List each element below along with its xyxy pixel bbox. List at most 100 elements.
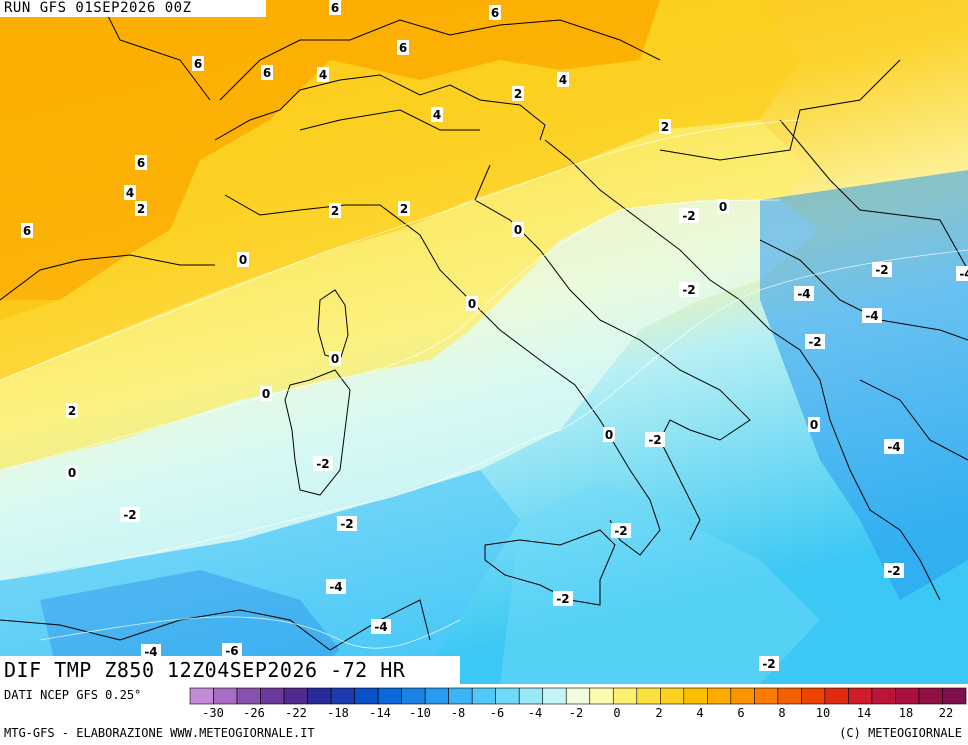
- isotherm-label: -2: [682, 209, 695, 223]
- isotherm-label-bg: [192, 56, 204, 71]
- color-scale-tick-label: -10: [409, 706, 431, 720]
- isotherm-label: -4: [959, 267, 968, 281]
- isotherm-label: 2: [137, 202, 145, 216]
- isotherm-label-bg: [222, 643, 242, 658]
- isotherm-label-bg: [884, 439, 904, 454]
- isotherm-label: -2: [648, 433, 661, 447]
- isotherm-label: -4: [144, 645, 157, 659]
- color-scale-swatch: [707, 687, 732, 705]
- color-scale-swatch: [612, 687, 638, 705]
- color-scale-swatch: [565, 687, 591, 705]
- isotherm-label: 4: [319, 68, 327, 82]
- isotherm-label: -2: [875, 263, 888, 277]
- isotherm-label: -2: [340, 517, 353, 531]
- cold-zone-southwest: [40, 570, 340, 684]
- isotherm-label-bg: [329, 203, 341, 218]
- color-scale-swatch: [660, 687, 685, 705]
- footer-copyright: (C) METEOGIORNALE: [839, 726, 962, 740]
- isotherm-label: 6: [23, 224, 31, 238]
- isotherm-label: -2: [682, 283, 695, 297]
- color-scale-swatch: [942, 687, 967, 705]
- color-scale-tick-label: 10: [815, 706, 831, 720]
- color-scale-swatch: [377, 687, 402, 705]
- color-scale-swatch: [777, 687, 802, 705]
- isotherm-label: -2: [316, 457, 329, 471]
- isotherm-label: 4: [433, 108, 441, 122]
- coastlines: [0, 0, 968, 651]
- isotherm-label: 0: [468, 297, 476, 311]
- isotherm-label-bg: [313, 456, 333, 471]
- isotherm-label-bg: [679, 282, 699, 297]
- isotherm-label: 2: [514, 87, 522, 101]
- isotherm-label: -4: [887, 440, 900, 454]
- isotherm-label: 4: [126, 186, 134, 200]
- isotherm-label: 6: [194, 57, 202, 71]
- isotherm-label: 0: [262, 387, 270, 401]
- color-scale-swatch: [636, 687, 661, 705]
- color-scale-swatch: [330, 687, 355, 705]
- isotherm-label: 0: [331, 352, 339, 366]
- isotherm-label-bg: [794, 286, 814, 301]
- color-scale-swatch: [307, 687, 332, 705]
- isotherm-label-bg: [956, 266, 968, 281]
- color-scale-swatch: [589, 687, 614, 705]
- isotherm-label: 2: [661, 120, 669, 134]
- color-scale-swatch: [213, 687, 238, 705]
- isotherm-label-bg: [317, 67, 329, 82]
- isotherm-label: 6: [331, 1, 339, 15]
- isotherm-label-bg: [371, 619, 391, 634]
- isotherm-label-bg: [808, 417, 820, 432]
- color-scale-swatch: [354, 687, 379, 705]
- isotherm-label-bg: [135, 155, 147, 170]
- color-scale-swatch: [401, 687, 426, 705]
- color-scale-swatch: [283, 687, 308, 705]
- isotherm-label: 2: [331, 204, 339, 218]
- isotherm-label-bg: [397, 40, 409, 55]
- color-scale-swatch: [683, 687, 708, 705]
- isotherm-label-bg: [124, 185, 136, 200]
- isotherm-label-bg: [135, 201, 147, 216]
- color-scale-tick-label: -26: [243, 706, 265, 720]
- color-scale-swatch: [871, 687, 896, 705]
- isotherm-label-bg: [717, 199, 729, 214]
- isotherm-label: -4: [329, 580, 342, 594]
- color-scale-swatch: [754, 687, 779, 705]
- color-scale-swatch: [189, 687, 214, 705]
- footer-credit: MTG-GFS - ELABORAZIONE WWW.METEOGIORNALE…: [4, 726, 315, 740]
- isotherm-lines: [0, 119, 968, 649]
- field-title: DIF TMP Z850 12Z04SEP2026 -72 HR: [0, 656, 460, 684]
- isotherm-label-bg: [557, 72, 569, 87]
- color-scale-swatch: [236, 687, 261, 705]
- isotherm-label: 0: [68, 466, 76, 480]
- isotherm-label: -4: [374, 620, 387, 634]
- isotherm-label: -2: [123, 508, 136, 522]
- isotherm-label-bg: [512, 86, 524, 101]
- isotherm-label-bg: [659, 119, 671, 134]
- neutral-zone-0: [0, 200, 820, 580]
- warm-zone-6: [0, 0, 660, 320]
- color-scale-swatch: [848, 687, 873, 705]
- color-scale-swatch: [471, 687, 496, 705]
- isotherm-label: -4: [797, 287, 810, 301]
- isotherm-label: -4: [865, 309, 878, 323]
- isotherm-label-bg: [645, 432, 665, 447]
- isotherm-label: -2: [614, 524, 627, 538]
- color-scale-tick-label: -8: [450, 706, 466, 720]
- isotherm-label-bg: [261, 65, 273, 80]
- color-scale-tick-label: -4: [527, 706, 543, 720]
- warm-zone-4: [0, 0, 800, 380]
- isotherm-label-bg: [862, 308, 882, 323]
- color-scale-tick-label: 18: [898, 706, 914, 720]
- color-scale-bar: [0, 684, 968, 706]
- isotherm-label: 6: [263, 66, 271, 80]
- isotherm-label-bg: [805, 334, 825, 349]
- color-scale-tick-label: 8: [778, 706, 786, 720]
- isotherm-label-bg: [237, 252, 249, 267]
- isotherm-label-bg: [120, 507, 140, 522]
- isotherm-label: 0: [239, 253, 247, 267]
- isotherm-label: 4: [559, 73, 567, 87]
- isotherm-label: 6: [137, 156, 145, 170]
- color-scale-tick-label: 22: [938, 706, 954, 720]
- data-source-label: DATI NCEP GFS 0.25°: [4, 688, 142, 702]
